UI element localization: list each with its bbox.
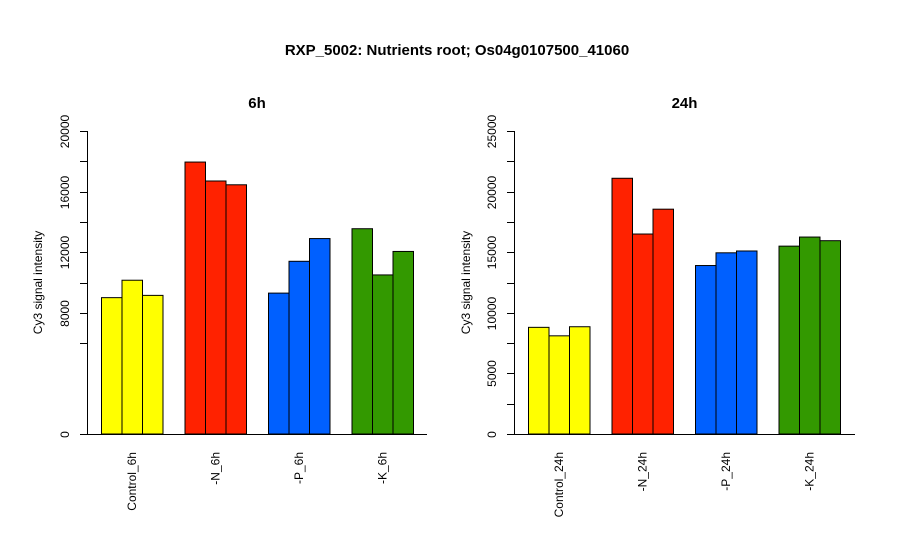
bar [205, 180, 227, 435]
y-tick-label: 16000 [58, 175, 72, 209]
bar [184, 161, 206, 435]
y-tick-label: 15000 [485, 235, 499, 269]
y-tick-label: 0 [485, 431, 499, 438]
y-tick-label: 20000 [485, 175, 499, 209]
bar [548, 335, 570, 435]
y-tick-label: 0 [58, 431, 72, 438]
x-category-label: Control_24h [552, 452, 566, 517]
y-tick-label: 10000 [485, 296, 499, 330]
y-tick-label: 8000 [58, 300, 72, 327]
x-category-label: -N_24h [635, 452, 649, 491]
bar [101, 297, 123, 435]
y-tick-label: 20000 [58, 114, 72, 148]
y-tick-label: 12000 [58, 235, 72, 269]
bar [268, 292, 290, 435]
bar [715, 252, 737, 435]
bar [142, 294, 164, 435]
y-axis-label: Cy3 signal intensity [31, 231, 45, 334]
panel-title: 24h [672, 95, 698, 112]
x-category-label: -K_24h [802, 452, 816, 491]
panel-24h: 24h 0 5000 10000 15000 20000 25000 Cy3 signal i… [459, 95, 855, 517]
bar [819, 240, 841, 435]
x-category-label: -P_6h [292, 452, 306, 484]
x-category-label: -K_6h [375, 452, 389, 484]
bar [652, 208, 674, 435]
bar [392, 250, 414, 435]
bar [695, 265, 717, 435]
x-category-label: -N_6h [208, 452, 222, 485]
panel-6h: 6h 0 8000 12000 16000 20000 Cy3 signal intensi… [31, 95, 427, 511]
bar [611, 177, 633, 435]
bar [309, 238, 331, 435]
bar [778, 245, 800, 435]
panel-title: 6h [248, 95, 266, 112]
bar [632, 233, 654, 435]
bar [351, 228, 373, 435]
bar [569, 326, 591, 435]
bar [372, 274, 394, 435]
y-tick-label: 25000 [485, 114, 499, 148]
bar [225, 184, 247, 435]
bar [799, 236, 821, 435]
bar [288, 260, 310, 435]
y-tick-label: 5000 [485, 360, 499, 387]
x-category-label: Control_6h [125, 452, 139, 511]
x-category-label: -P_24h [719, 452, 733, 491]
bar [528, 326, 550, 435]
figure-title: RXP_5002: Nutrients root; Os04g0107500_4… [285, 42, 629, 59]
y-axis-label: Cy3 signal intensity [459, 231, 473, 334]
bar [736, 250, 758, 435]
bar [121, 279, 143, 435]
